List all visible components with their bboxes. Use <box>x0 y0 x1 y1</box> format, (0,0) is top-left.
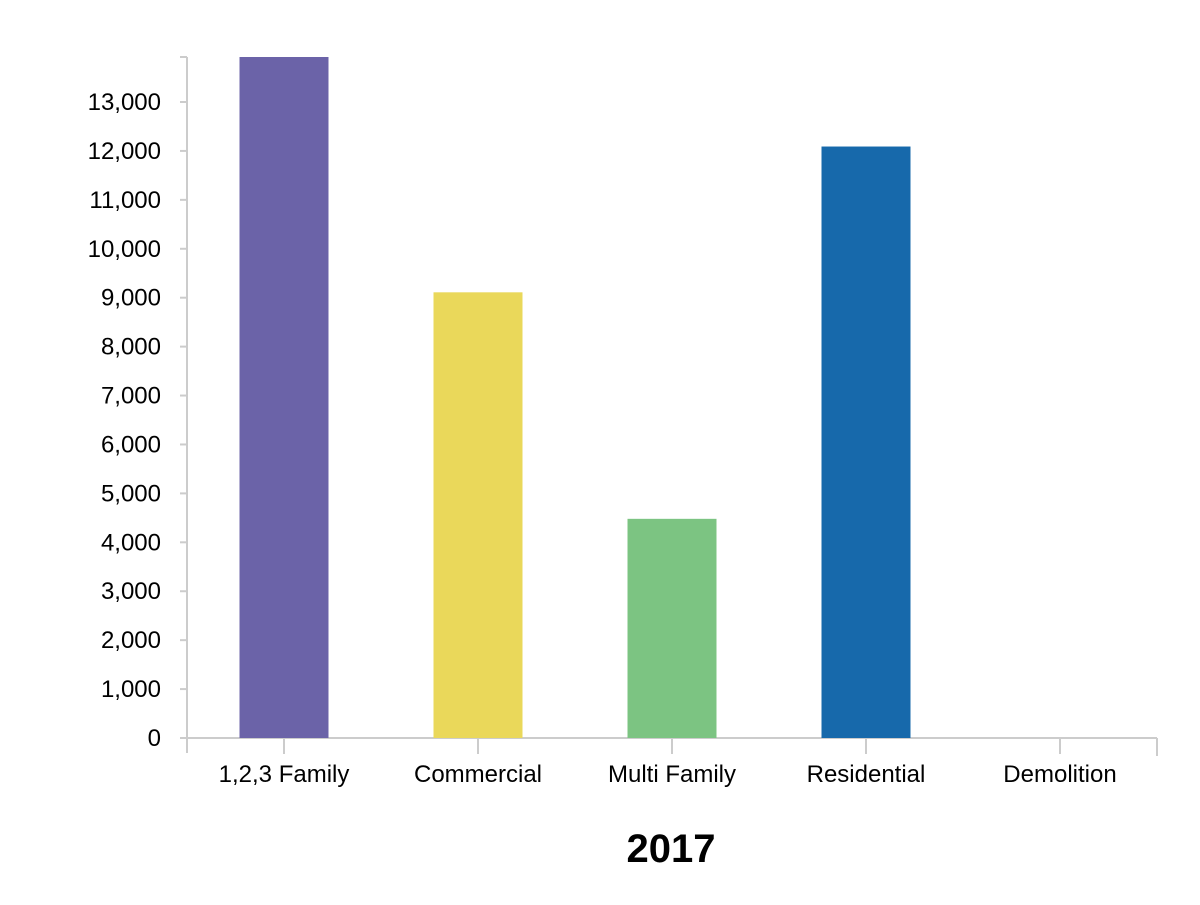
y-tick-label: 5,000 <box>101 480 161 507</box>
y-axis: 0 1,000 2,000 3,000 4,000 5,000 6,000 7,000 8,00… <box>88 56 188 752</box>
y-tick-label: 0 <box>148 725 161 752</box>
x-tick-label: Residential <box>807 761 926 788</box>
y-tick-label: 12,000 <box>88 138 161 165</box>
y-tick-label: 4,000 <box>101 529 161 556</box>
y-tick-label: 2,000 <box>101 627 161 654</box>
bar-residential[interactable] <box>821 146 911 738</box>
x-tick-label: 1,2,3 Family <box>219 761 350 788</box>
y-tick-label: 9,000 <box>101 285 161 312</box>
bar-1-2-3-family[interactable] <box>239 57 329 738</box>
x-axis: 1,2,3 Family Commercial Multi Family Reside… <box>186 737 1158 788</box>
x-axis-title: 2017 <box>627 827 716 871</box>
bar-commercial[interactable] <box>433 292 523 738</box>
y-tick-label: 1,000 <box>101 676 161 703</box>
x-tick-label: Multi Family <box>608 761 736 788</box>
x-tick-label: Commercial <box>414 761 542 788</box>
y-tick-label: 7,000 <box>101 383 161 410</box>
bar-multi-family[interactable] <box>627 518 717 738</box>
y-tick-label: 8,000 <box>101 334 161 361</box>
y-tick-label: 13,000 <box>88 89 161 116</box>
bars-group <box>239 57 911 738</box>
y-tick-label: 6,000 <box>101 431 161 458</box>
y-tick-label: 3,000 <box>101 578 161 605</box>
y-tick-label: 11,000 <box>89 187 161 214</box>
y-tick-label: 10,000 <box>88 236 161 263</box>
x-tick-label: Demolition <box>1003 761 1116 788</box>
